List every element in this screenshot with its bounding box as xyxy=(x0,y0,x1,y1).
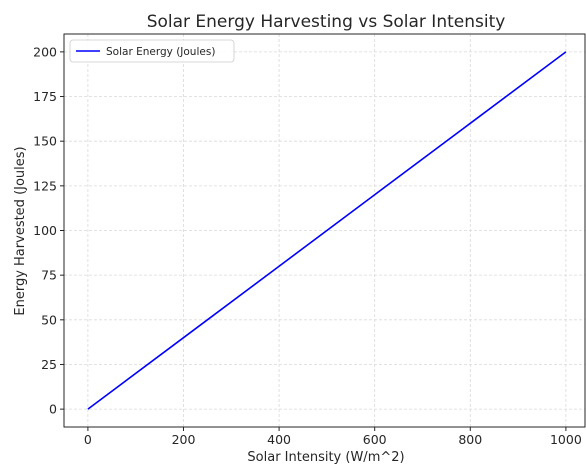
series-layer xyxy=(87,51,567,410)
x-tick-label: 0 xyxy=(84,432,92,447)
y-tick-label: 25 xyxy=(41,357,57,372)
chart-title: Solar Energy Harvesting vs Solar Intensi… xyxy=(147,12,506,32)
x-tick-label: 1000 xyxy=(550,432,582,447)
x-tick-label: 800 xyxy=(458,432,482,447)
x-tick-label: 400 xyxy=(267,432,291,447)
y-tick-label: 100 xyxy=(33,223,57,238)
x-axis-label: Solar Intensity (W/m^2) xyxy=(247,450,404,465)
y-axis-ticks: 0 25 50 75 100 125 150 175 200 xyxy=(33,44,64,417)
legend-box xyxy=(69,39,235,63)
y-tick-label: 200 xyxy=(33,44,57,59)
legend: Solar Energy (Joules) xyxy=(69,39,235,63)
y-tick-label: 125 xyxy=(33,178,57,193)
series-line xyxy=(87,51,567,410)
x-tick-label: 600 xyxy=(363,432,387,447)
x-tick-label: 200 xyxy=(172,432,196,447)
x-axis-ticks: 0 200 400 600 800 1000 xyxy=(84,427,582,447)
y-tick-label: 50 xyxy=(41,312,57,327)
y-axis-label: Energy Harvested (Joules) xyxy=(13,146,28,315)
y-tick-label: 150 xyxy=(33,134,57,149)
y-tick-label: 175 xyxy=(33,89,57,104)
y-tick-label: 0 xyxy=(49,402,57,417)
y-tick-label: 75 xyxy=(41,268,57,283)
legend-label: Solar Energy (Joules) xyxy=(106,46,215,58)
grid-lines xyxy=(64,34,585,427)
